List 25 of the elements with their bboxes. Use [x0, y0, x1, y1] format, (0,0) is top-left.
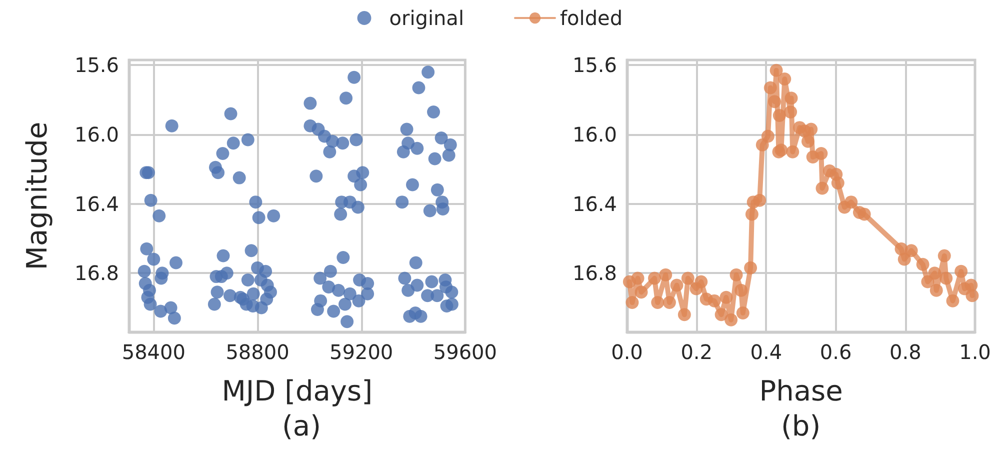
y-tick-label: 15.6: [74, 53, 119, 78]
x-axis-title: Phase: [759, 374, 843, 408]
text: (a): [282, 410, 322, 442]
x-tick-label: 0.8: [889, 340, 922, 364]
x-tick-label: 1.0: [959, 340, 991, 364]
y-axis-title: Magnitude: [20, 122, 54, 270]
x-tick-label: 0.4: [750, 340, 782, 364]
x-tick-label: 0.6: [820, 340, 852, 364]
y-tick-label: 16.0: [74, 122, 119, 146]
x-tick-label: 59600: [433, 340, 497, 364]
x-tick-label: 0.0: [611, 340, 643, 364]
y-tick-label: 16.4: [74, 192, 119, 216]
y-tick-label: 15.6: [572, 53, 617, 78]
x-tick-label: 58400: [122, 340, 186, 364]
y-tick-label: 16.8: [572, 261, 617, 286]
legend-label: folded: [560, 6, 623, 30]
y-tick-label: 16.4: [572, 192, 617, 216]
y-tick-label: 16.8: [74, 261, 119, 286]
x-tick-label: 0.2: [680, 340, 713, 364]
x-tick-label: 58800: [226, 340, 290, 364]
legend-label: original: [389, 6, 464, 30]
x-axis-title: MJD [days]: [222, 374, 373, 408]
text: (b): [781, 410, 821, 442]
y-tick-label: 16.0: [572, 122, 617, 146]
x-tick-label: 59200: [330, 340, 394, 364]
